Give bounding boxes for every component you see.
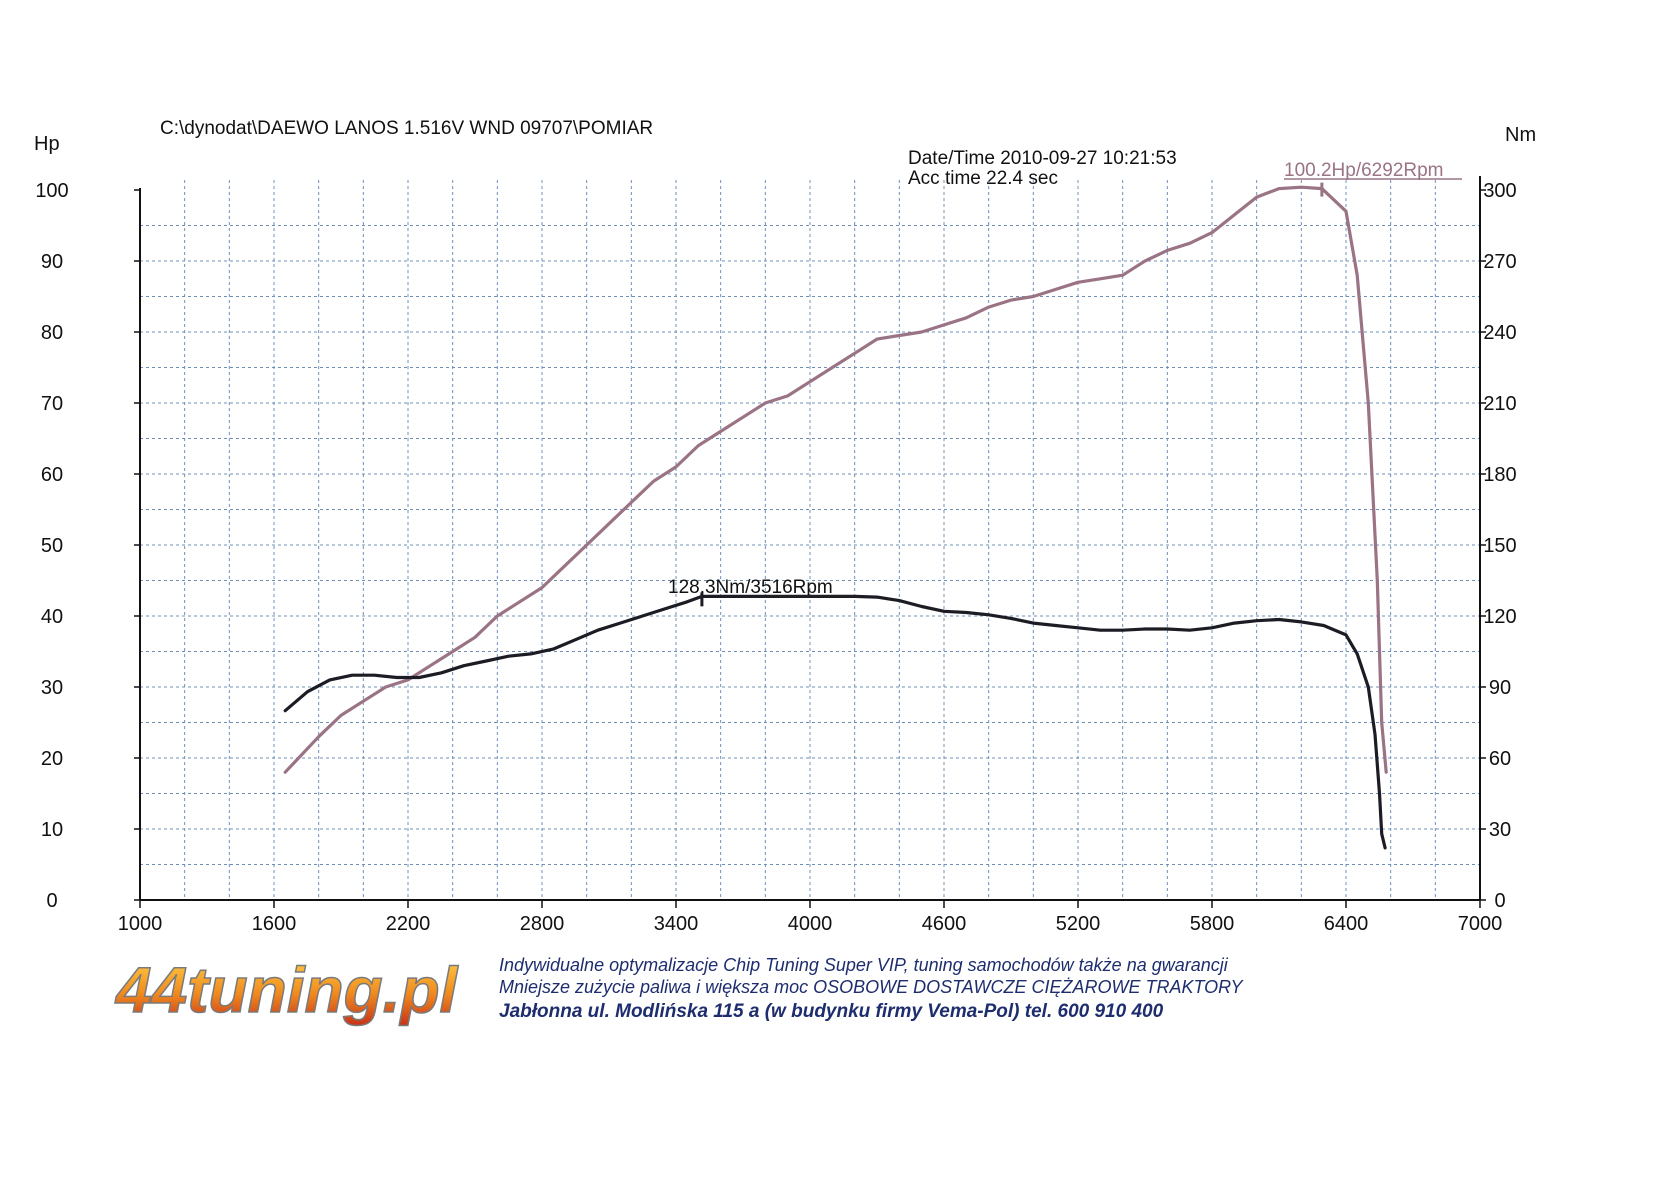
y-left-tick-label: 40 [41,606,63,628]
y-right-tick-label: 120 [1483,606,1516,628]
y-right-tick-label: 60 [1489,748,1511,770]
x-tick-label: 6400 [1324,913,1369,935]
x-tick-label: 1600 [252,913,297,935]
y-right-axis-title: Nm [1505,124,1536,146]
power-peak-annotation: 100.2Hp/6292Rpm [1284,160,1444,181]
x-tick-label: 4000 [788,913,833,935]
footer: 44tuning.pl Indywidualne optymalizacje C… [113,953,1244,1027]
y-right-tick-label: 270 [1483,251,1516,273]
file-path: C:\dynodat\DAEWO LANOS 1.516V WND 09707\… [160,118,653,139]
footer-line-1: Indywidualne optymalizacje Chip Tuning S… [499,955,1229,975]
y-left-axis-title: Hp [34,133,60,155]
chart-series [283,182,1388,850]
y-left-tick-label: 70 [41,393,63,415]
x-tick-label: 3400 [654,913,699,935]
chart-tick-labels: 1000 1600 2200 2800 3400 4000 4600 5200 5800 6400… [35,180,1516,935]
company-logo: 44tuning.pl [114,954,459,1026]
chart-axes [134,176,1486,908]
y-right-tick-label: 90 [1489,677,1511,699]
x-tick-label: 2200 [386,913,431,935]
y-left-tick-label: 100 [35,180,68,202]
y-right-tick-label: 0 [1494,890,1505,912]
chart-annotations: 100.2Hp/6292Rpm 128.3Nm/3516Rpm [668,160,1462,598]
y-left-tick-label: 10 [41,819,63,841]
y-left-tick-label: 60 [41,464,63,486]
footer-line-2: Mniejsze zużycie paliwa i większa moc OS… [499,977,1244,997]
y-right-tick-label: 30 [1489,819,1511,841]
x-tick-label: 1000 [118,913,163,935]
footer-line-3: Jabłonna ul. Modlińska 115 a (w budynku … [499,1001,1164,1022]
x-tick-label: 5800 [1190,913,1235,935]
y-left-tick-label: 0 [46,890,57,912]
y-left-tick-label: 20 [41,748,63,770]
power-curve [283,185,1388,774]
y-right-tick-label: 210 [1483,393,1516,415]
x-tick-label: 2800 [520,913,565,935]
y-left-tick-label: 90 [41,251,63,273]
acc-time-label: Acc time 22.4 sec [908,168,1058,189]
y-right-tick-label: 240 [1483,322,1516,344]
y-right-tick-label: 300 [1483,180,1516,202]
y-left-tick-label: 80 [41,322,63,344]
y-left-tick-label: 50 [41,535,63,557]
y-right-tick-label: 150 [1483,535,1516,557]
y-right-tick-label: 180 [1483,464,1516,486]
x-tick-label: 7000 [1458,913,1503,935]
y-left-tick-label: 30 [41,677,63,699]
torque-curve [283,594,1387,850]
x-tick-label: 5200 [1056,913,1101,935]
torque-peak-annotation: 128.3Nm/3516Rpm [668,577,833,598]
x-tick-label: 4600 [922,913,967,935]
datetime-label: Date/Time 2010-09-27 10:21:53 [908,148,1177,169]
chart-grid [140,180,1480,900]
